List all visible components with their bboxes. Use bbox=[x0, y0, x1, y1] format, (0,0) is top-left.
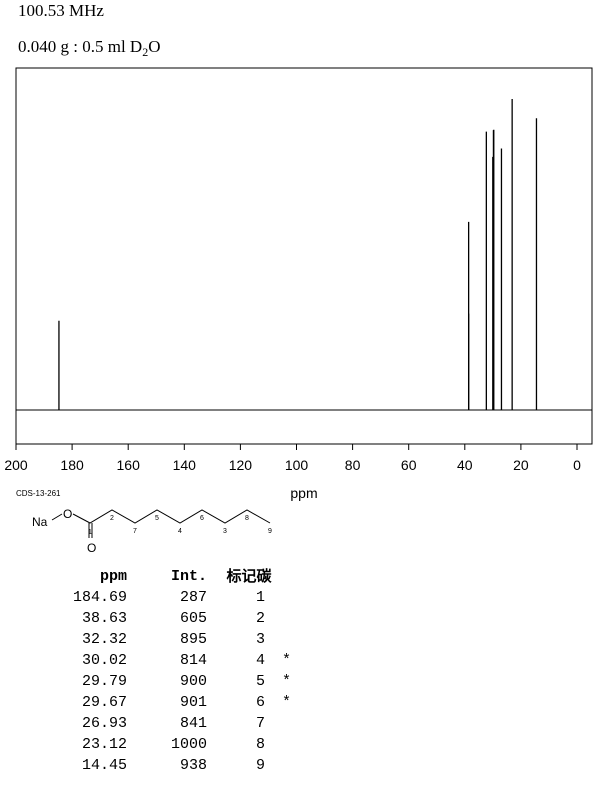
cell-label: 8 bbox=[255, 736, 265, 753]
cell-label: 5 bbox=[255, 673, 265, 690]
x-tick-label: 0 bbox=[573, 457, 581, 473]
cell-ppm: 29.79 bbox=[81, 673, 127, 690]
col-header-label: 标记碳 bbox=[226, 567, 272, 585]
cell-star: * bbox=[281, 694, 291, 711]
atom-o-carbonyl: O bbox=[87, 541, 96, 555]
cell-ppm: 14.45 bbox=[81, 757, 127, 774]
carbon-num-6: 6 bbox=[200, 515, 204, 522]
cell-int: 287 bbox=[179, 589, 207, 606]
cell-label: 4 bbox=[255, 652, 265, 669]
sample-subscript: 2 bbox=[142, 45, 149, 59]
cell-ppm: 29.67 bbox=[81, 694, 127, 711]
cell-star: * bbox=[281, 673, 291, 690]
table-row: 184.69 287 1 bbox=[55, 587, 291, 608]
x-tick-label: 200 bbox=[4, 457, 28, 473]
cell-label: 7 bbox=[255, 715, 265, 732]
cell-int: 900 bbox=[179, 673, 207, 690]
cell-int: 814 bbox=[179, 652, 207, 669]
x-tick-label: 40 bbox=[457, 457, 473, 473]
table-row: 30.02 814 4 * bbox=[55, 650, 291, 671]
peak-table-header: ppm Int. 标记碳 bbox=[55, 566, 291, 587]
col-header-ppm: ppm bbox=[99, 568, 127, 585]
x-tick-label: 140 bbox=[173, 457, 197, 473]
cell-int: 901 bbox=[179, 694, 207, 711]
cell-ppm: 38.63 bbox=[81, 610, 127, 627]
x-tick-label: 160 bbox=[117, 457, 141, 473]
atom-na: Na bbox=[32, 515, 48, 529]
table-row: 23.12 1000 8 bbox=[55, 734, 291, 755]
cell-label: 3 bbox=[255, 631, 265, 648]
nmr-spectrum-chart: 200 180 160 140 120 100 80 60 40 20 0 ppm CDS-13-2… bbox=[4, 67, 593, 555]
chemical-structure: CDS-13-261 Na O O 1 2 7 5 4 6 3 8 9 bbox=[16, 489, 272, 555]
table-row: 38.63 605 2 bbox=[55, 608, 291, 629]
cell-int: 895 bbox=[179, 631, 207, 648]
atom-o-ester: O bbox=[63, 507, 72, 521]
x-axis-ticks: 200 180 160 140 120 100 80 60 40 20 0 bbox=[4, 444, 581, 473]
table-row: 14.45 938 9 bbox=[55, 755, 291, 776]
peaks-group bbox=[58, 99, 538, 410]
carbon-num-8: 8 bbox=[245, 515, 249, 522]
table-row: 29.79 900 5 * bbox=[55, 671, 291, 692]
carbon-num-2: 2 bbox=[110, 515, 114, 522]
cell-label: 2 bbox=[255, 610, 265, 627]
compound-code: CDS-13-261 bbox=[16, 489, 61, 498]
carbon-num-3: 3 bbox=[223, 528, 227, 535]
cell-int: 1000 bbox=[170, 736, 207, 753]
cell-ppm: 32.32 bbox=[81, 631, 127, 648]
bond-na-o bbox=[51, 513, 63, 521]
cell-ppm: 23.12 bbox=[81, 736, 127, 753]
carbon-chain bbox=[72, 509, 271, 524]
cell-ppm: 26.93 bbox=[81, 715, 127, 732]
peak-table: ppm Int. 标记碳 184.69 287 1 38.63 605 2 32.32 895… bbox=[55, 566, 291, 776]
cell-star bbox=[265, 587, 291, 608]
cell-star bbox=[265, 755, 291, 776]
cell-star bbox=[265, 608, 291, 629]
x-tick-label: 100 bbox=[285, 457, 309, 473]
x-tick-label: 60 bbox=[401, 457, 417, 473]
table-row: 32.32 895 3 bbox=[55, 629, 291, 650]
frequency-label: 100.53 MHz bbox=[18, 1, 104, 20]
cell-int: 605 bbox=[179, 610, 207, 627]
cell-star bbox=[265, 734, 291, 755]
carbon-num-7: 7 bbox=[133, 528, 137, 535]
x-tick-label: 180 bbox=[60, 457, 84, 473]
carbon-num-4: 4 bbox=[178, 528, 182, 535]
col-header-int: Int. bbox=[170, 568, 207, 585]
sample-end: O bbox=[148, 37, 161, 56]
carbon-num-1: 1 bbox=[88, 529, 92, 536]
table-row: 26.93 841 7 bbox=[55, 713, 291, 734]
cell-star bbox=[265, 629, 291, 650]
cell-label: 6 bbox=[255, 694, 265, 711]
cell-ppm: 30.02 bbox=[81, 652, 127, 669]
cell-label: 1 bbox=[255, 589, 265, 606]
carbon-num-9: 9 bbox=[268, 528, 272, 535]
cell-int: 841 bbox=[179, 715, 207, 732]
carbon-num-5: 5 bbox=[155, 515, 159, 522]
cell-int: 938 bbox=[179, 757, 207, 774]
x-tick-label: 80 bbox=[345, 457, 361, 473]
cell-label: 9 bbox=[255, 757, 265, 774]
cell-ppm: 184.69 bbox=[72, 589, 127, 606]
table-row: 29.67 901 6 * bbox=[55, 692, 291, 713]
x-tick-label: 20 bbox=[513, 457, 529, 473]
sample-label: 0.040 g : 0.5 ml D2O bbox=[18, 37, 160, 62]
x-tick-label: 120 bbox=[229, 457, 253, 473]
sample-text: 0.040 g : 0.5 ml D bbox=[18, 37, 143, 56]
x-axis-label: ppm bbox=[290, 485, 317, 501]
plot-frame bbox=[15, 67, 593, 445]
cell-star bbox=[265, 713, 291, 734]
cell-star: * bbox=[281, 652, 291, 669]
